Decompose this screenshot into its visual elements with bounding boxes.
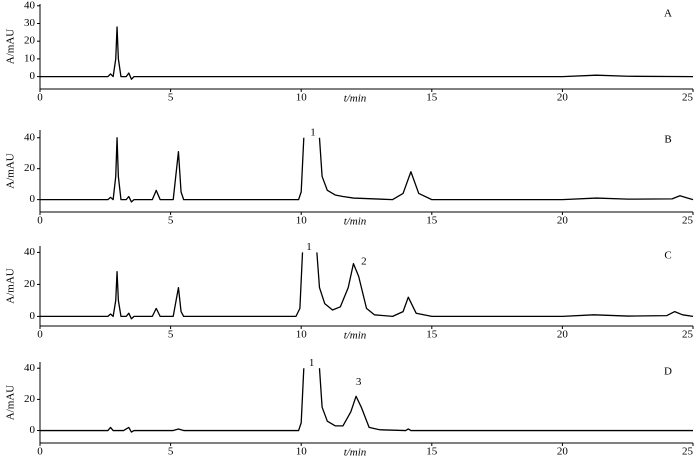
- x-tick-label: 0: [37, 329, 43, 341]
- peak-label: 2: [361, 256, 367, 268]
- x-tick-label: 10: [296, 446, 308, 458]
- y-tick-label: 0: [30, 310, 36, 322]
- x-tick-label: 20: [557, 446, 569, 458]
- x-tick-label: 15: [426, 446, 438, 458]
- peak-label: 1: [309, 357, 315, 369]
- x-tick-label: 25: [682, 92, 694, 104]
- peak-label: 1: [310, 127, 316, 139]
- x-tick-label: 5: [168, 446, 174, 458]
- x-tick-label: 25: [682, 329, 694, 341]
- chromatogram-trace: [40, 137, 694, 203]
- y-axis-label: A/mAU: [5, 153, 17, 189]
- y-tick-label: 40: [24, 0, 36, 11]
- y-tick-label: 40: [24, 131, 36, 143]
- x-tick-label: 10: [296, 215, 308, 227]
- peak-label: 1: [306, 241, 312, 253]
- x-tick-label: 10: [296, 329, 308, 341]
- panel-label: D: [664, 366, 672, 378]
- x-tick-label: 5: [168, 215, 174, 227]
- x-axis-label: t/min: [344, 330, 367, 342]
- y-tick-label: 0: [30, 70, 36, 82]
- x-tick-label: 15: [426, 92, 438, 104]
- y-tick-label: 20: [24, 278, 36, 290]
- x-tick-label: 25: [682, 215, 694, 227]
- x-tick-label: 20: [557, 329, 569, 341]
- y-axis-label: A/mAU: [5, 385, 17, 421]
- peak-label: 3: [356, 376, 362, 388]
- x-tick-label: 15: [426, 329, 438, 341]
- x-axis-label: t/min: [344, 93, 367, 105]
- y-tick-label: 40: [24, 362, 36, 374]
- x-axis-label: t/min: [344, 447, 367, 459]
- panel-label: A: [664, 8, 672, 20]
- x-axis-label: t/min: [344, 216, 367, 228]
- y-tick-label: 20: [24, 35, 36, 47]
- y-axis-label: A/mAU: [5, 29, 17, 65]
- x-tick-label: 25: [682, 446, 694, 458]
- y-axis-label: A/mAU: [5, 268, 17, 304]
- x-tick-label: 5: [168, 92, 174, 104]
- chromatogram-trace: [40, 368, 693, 433]
- x-tick-label: 20: [557, 215, 569, 227]
- y-tick-label: 40: [24, 246, 36, 258]
- y-tick-label: 20: [24, 162, 36, 174]
- x-tick-label: 20: [557, 92, 569, 104]
- panel-label: C: [664, 250, 671, 262]
- panel-label: B: [664, 134, 671, 146]
- y-tick-label: 10: [24, 52, 36, 64]
- x-tick-label: 10: [296, 92, 308, 104]
- y-tick-label: 0: [30, 193, 36, 205]
- x-tick-label: 0: [37, 215, 43, 227]
- x-tick-label: 15: [426, 215, 438, 227]
- x-tick-label: 0: [37, 92, 43, 104]
- x-tick-label: 5: [168, 329, 174, 341]
- y-tick-label: 30: [24, 17, 36, 29]
- chromatogram-trace: [40, 26, 694, 80]
- x-tick-label: 0: [37, 446, 43, 458]
- y-tick-label: 20: [24, 393, 36, 405]
- chromatogram-trace: [40, 252, 694, 320]
- y-tick-label: 0: [30, 424, 36, 436]
